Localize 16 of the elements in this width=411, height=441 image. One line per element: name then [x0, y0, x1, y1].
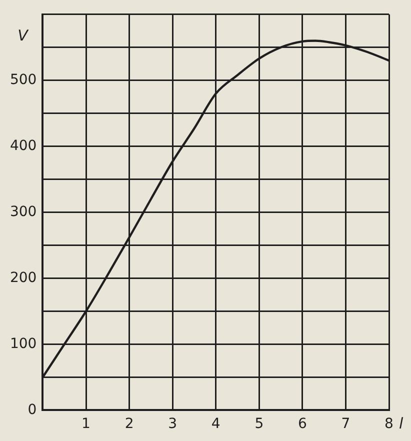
x-tick-label: 7 — [341, 416, 350, 432]
x-tick-label: 3 — [168, 416, 178, 432]
y-tick-label: 100 — [10, 336, 37, 352]
x-tick-label: 2 — [124, 416, 134, 432]
y-tick-label: 200 — [10, 270, 37, 286]
y-axis-title: V — [18, 26, 30, 44]
x-tick-label: 1 — [82, 416, 90, 432]
x-tick-label: 5 — [254, 416, 264, 432]
y-tick-label: 0 — [28, 402, 37, 418]
x-axis-title: l — [399, 414, 404, 433]
x-tick-label: 8 — [384, 416, 394, 432]
y-tick-label: 500 — [10, 72, 37, 88]
y-tick-label: 400 — [10, 138, 37, 154]
x-tick-label: 6 — [298, 416, 307, 432]
y-tick-label: 300 — [10, 204, 37, 220]
x-tick-label: 4 — [211, 416, 220, 432]
